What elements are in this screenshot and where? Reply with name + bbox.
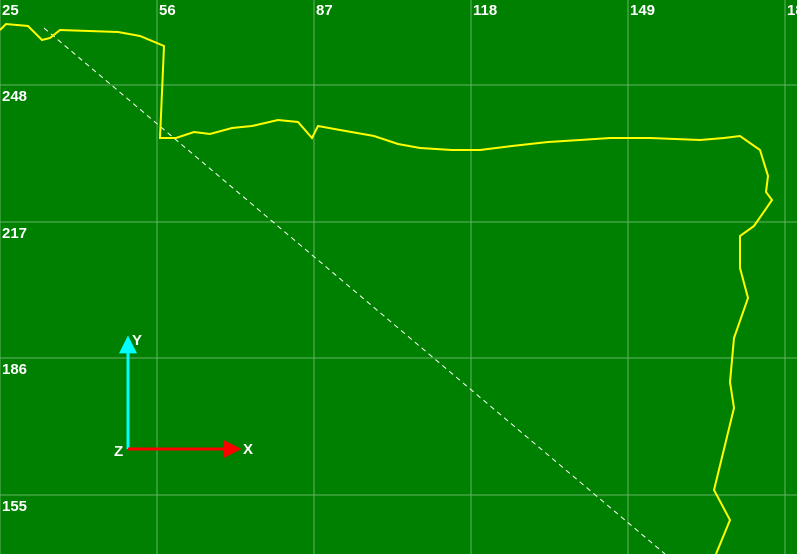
grid-horizontal <box>0 85 797 495</box>
axis-gizmo <box>128 339 238 449</box>
grid-vertical <box>0 0 785 554</box>
diagonal-guide <box>44 28 665 554</box>
contour-polyline <box>0 24 772 554</box>
cad-viewport[interactable]: 25 56 87 118 149 180 248 217 186 155 Y X… <box>0 0 797 554</box>
viewport-canvas <box>0 0 797 554</box>
